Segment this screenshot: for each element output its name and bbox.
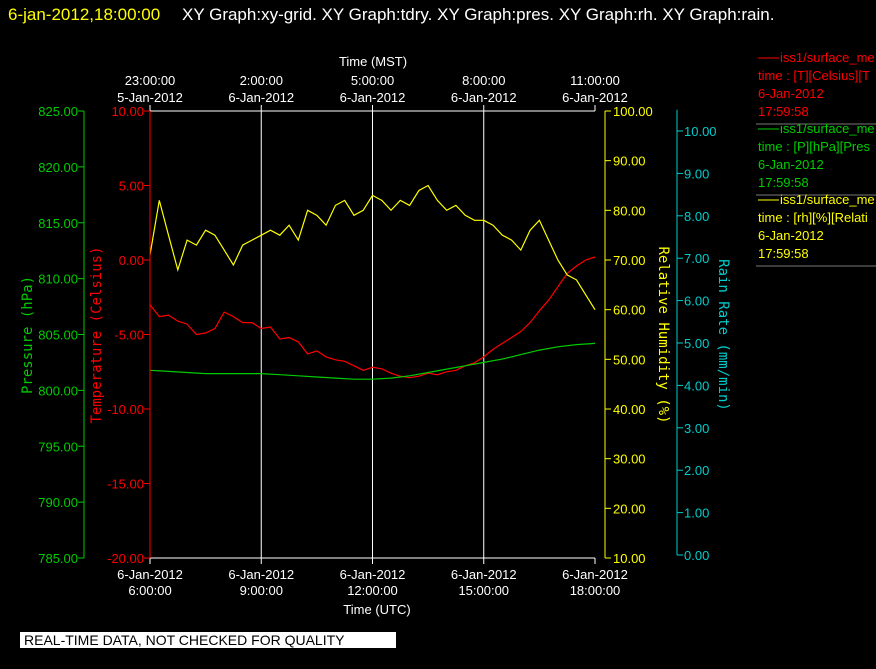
series-layer	[149, 184, 596, 380]
x-tick-label-time: 12:00:00	[347, 583, 398, 598]
bottom-axis-title: Time (UTC)	[343, 602, 410, 617]
temperature-tick-label: -5.00	[114, 328, 144, 343]
timestamp-header: 6-jan-2012,18:00:00	[8, 5, 160, 24]
x-top-tick-label-time: 5:00:00	[351, 73, 394, 88]
pressure-series-line	[149, 342, 596, 380]
legend-time: 17:59:58	[758, 246, 809, 261]
humidity-tick-label: 50.00	[613, 352, 646, 367]
x-tick-label-time: 6:00:00	[128, 583, 171, 598]
humidity-tick-label: 10.00	[613, 551, 646, 566]
humidity-tick-label: 40.00	[613, 402, 646, 417]
rain-tick-label: 6.00	[684, 294, 709, 309]
temperature-tick-label: -15.00	[107, 477, 144, 492]
humidity-axis-title: Relative Humidity (%)	[655, 246, 671, 423]
legend-time: 17:59:58	[758, 104, 809, 119]
temperature-tick-label: 10.00	[111, 104, 144, 119]
pressure-tick-label: 790.00	[38, 495, 78, 510]
temperature-tick-label: 0.00	[119, 253, 144, 268]
x-top-tick-label-date: 6-Jan-2012	[562, 90, 628, 105]
x-top-tick-label-date: 6-Jan-2012	[228, 90, 294, 105]
rain-tick-label: 9.00	[684, 166, 709, 181]
rain-tick-label: 3.00	[684, 421, 709, 436]
rain-tick-label: 8.00	[684, 209, 709, 224]
x-top-tick-label-time: 11:00:00	[570, 73, 620, 88]
rain-tick-label: 0.00	[684, 548, 709, 563]
x-tick-label-date: 6-Jan-2012	[562, 567, 628, 582]
temperature-tick-label: -20.00	[107, 551, 144, 566]
humidity-tick-label: 90.00	[613, 154, 646, 169]
humidity-tick-label: 70.00	[613, 253, 646, 268]
pressure-tick-label: 810.00	[38, 272, 78, 287]
x-tick-label-date: 6-Jan-2012	[228, 567, 294, 582]
legend-series-fields: time : [rh][%][Relati	[758, 210, 868, 225]
pressure-tick-label: 800.00	[38, 383, 78, 398]
legend-series-name: iss1/surface_me	[780, 192, 875, 207]
pressure-axis-title: Pressure (hPa)	[20, 276, 36, 394]
legend-date: 6-Jan-2012	[758, 228, 824, 243]
rain-axis-title: Rain Rate (mm/min)	[715, 259, 731, 411]
temperature-axis-title: Temperature (Celsius)	[89, 246, 105, 423]
x-top-tick-label-time: 8:00:00	[462, 73, 505, 88]
humidity-tick-label: 20.00	[613, 501, 646, 516]
rain-tick-label: 10.00	[684, 124, 717, 139]
pressure-tick-label: 795.00	[38, 439, 78, 454]
legend-date: 6-Jan-2012	[758, 157, 824, 172]
humidity-tick-label: 80.00	[613, 203, 646, 218]
x-top-tick-label-time: 2:00:00	[240, 73, 283, 88]
rain-tick-label: 1.00	[684, 506, 709, 521]
x-top-tick-label-date: 6-Jan-2012	[340, 90, 406, 105]
x-tick-label-date: 6-Jan-2012	[451, 567, 517, 582]
top-axis-title: Time (MST)	[339, 54, 407, 69]
rain-tick-label: 2.00	[684, 463, 709, 478]
x-top-tick-label-time: 23:00:00	[125, 73, 176, 88]
legend-series-fields: time : [P][hPa][Pres	[758, 139, 870, 154]
x-tick-label-time: 15:00:00	[458, 583, 509, 598]
temperature-tick-label: -10.00	[107, 402, 144, 417]
rain-tick-label: 7.00	[684, 251, 709, 266]
humidity-series-line	[149, 184, 596, 311]
legend-time: 17:59:58	[758, 175, 809, 190]
legend-series-name: iss1/surface_me	[780, 121, 875, 136]
humidity-tick-label: 100.00	[613, 104, 653, 119]
legend-series-fields: time : [T][Celsius][T	[758, 68, 870, 83]
pressure-tick-label: 815.00	[38, 216, 78, 231]
x-tick-label-time: 9:00:00	[240, 583, 283, 598]
x-top-tick-label-date: 5-Jan-2012	[117, 90, 183, 105]
temperature-tick-label: 5.00	[119, 179, 144, 194]
x-tick-label-time: 18:00:00	[570, 583, 621, 598]
graph-title: XY Graph:xy-grid. XY Graph:tdry. XY Grap…	[182, 5, 774, 24]
pressure-tick-label: 825.00	[38, 104, 78, 119]
temperature-series-line	[149, 256, 596, 379]
x-top-tick-label-date: 6-Jan-2012	[451, 90, 517, 105]
pressure-tick-label: 785.00	[38, 551, 78, 566]
quality-disclaimer: REAL-TIME DATA, NOT CHECKED FOR QUALITY	[20, 632, 396, 648]
humidity-tick-label: 30.00	[613, 452, 646, 467]
pressure-tick-label: 805.00	[38, 328, 78, 343]
legend-series-name: iss1/surface_me	[780, 50, 875, 65]
rain-tick-label: 4.00	[684, 378, 709, 393]
pressure-tick-label: 820.00	[38, 160, 78, 175]
axis-layer: 6-Jan-20126:00:006-Jan-20129:00:006-Jan-…	[38, 73, 716, 598]
humidity-tick-label: 60.00	[613, 303, 646, 318]
rain-tick-label: 5.00	[684, 336, 709, 351]
grid-layer	[150, 110, 595, 559]
legend-date: 6-Jan-2012	[758, 86, 824, 101]
x-tick-label-date: 6-Jan-2012	[117, 567, 183, 582]
x-tick-label-date: 6-Jan-2012	[340, 567, 406, 582]
